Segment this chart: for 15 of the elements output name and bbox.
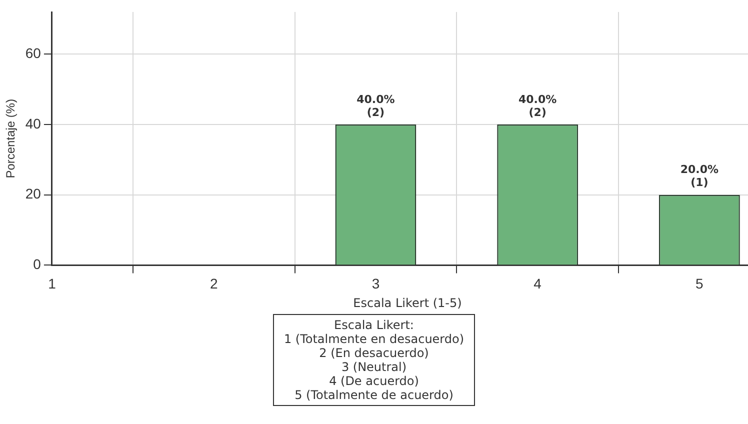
y-tick-label: 40 bbox=[25, 115, 42, 132]
x-tick-label: 1 bbox=[48, 275, 56, 292]
y-tick-label: 0 bbox=[33, 256, 42, 272]
text: Escala Likert: 1 (Totalmente en desacuerdo) 2 (En desacuerdo) 3 (Neutral) 4 (De acuerdo) 5 (Totalmente de acuerdo) bbox=[272, 314, 476, 406]
x-tick-label: 5 bbox=[696, 275, 704, 292]
x-tick-label: 4 bbox=[534, 275, 542, 292]
x-tick-label: 2 bbox=[210, 275, 218, 292]
x-axis-title: Escala Likert (1-5) bbox=[352, 296, 463, 310]
data-label: 20.0% (1) bbox=[680, 163, 719, 190]
y-axis-title: Porcentaje (%) bbox=[4, 98, 18, 178]
data-label: 40.0% (2) bbox=[518, 92, 557, 119]
data-label: 40.0% (2) bbox=[356, 92, 395, 119]
x-tick-label: 3 bbox=[372, 275, 380, 292]
y-tick-label: 20 bbox=[25, 186, 42, 202]
y-tick-label: 60 bbox=[25, 45, 42, 62]
